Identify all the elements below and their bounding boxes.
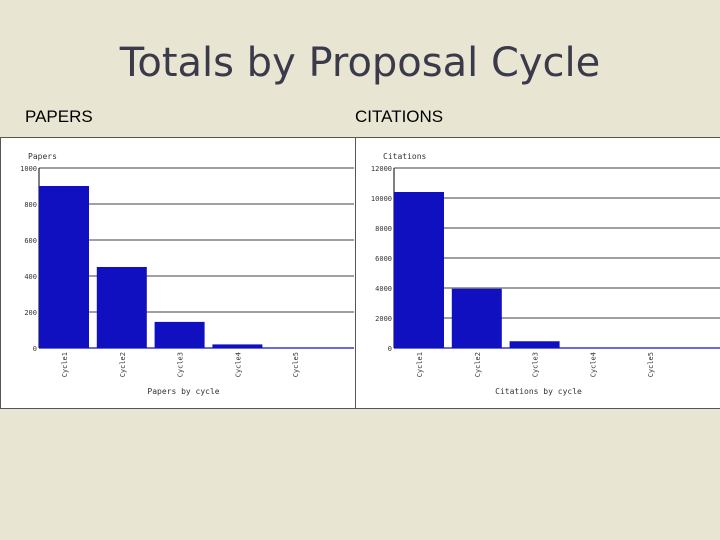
citations-x-tick-label: Cycle4 xyxy=(589,352,597,377)
citations-bar xyxy=(509,341,560,348)
citations-x-tick-label: Cycle3 xyxy=(532,352,540,377)
citations-x-tick-label: Cycle1 xyxy=(416,352,424,377)
citations-y-tick-label: 12000 xyxy=(371,165,392,173)
papers-x-tick-label: Cycle5 xyxy=(292,352,300,377)
papers-chart: Papers 0 200 400 600 800 1000 Cycle1 Cycle2 Cycle… xyxy=(20,152,354,396)
papers-section-label: PAPERS xyxy=(25,107,93,126)
citations-y-tick-label: 0 xyxy=(388,345,392,353)
citations-x-tick-label: Cycle2 xyxy=(474,352,482,377)
papers-bar xyxy=(96,267,147,348)
papers-bar xyxy=(212,344,263,348)
papers-y-tick-label: 0 xyxy=(33,345,37,353)
citations-bar xyxy=(451,288,502,348)
papers-bar xyxy=(39,186,89,348)
citations-y-tick-label: 2000 xyxy=(375,315,392,323)
papers-y-tick-label: 800 xyxy=(24,201,37,209)
papers-x-axis-label: Papers by cycle xyxy=(147,387,219,396)
citations-y-axis-label: Citations xyxy=(383,152,427,161)
slide-title: Totals by Proposal Cycle xyxy=(119,40,601,86)
papers-x-tick-label: Cycle4 xyxy=(234,352,242,377)
papers-y-tick-label: 200 xyxy=(24,309,37,317)
papers-y-tick-label: 1000 xyxy=(20,165,37,173)
citations-y-tick-label: 4000 xyxy=(375,285,392,293)
papers-y-tick-label: 400 xyxy=(24,273,37,281)
citations-x-axis-label: Citations by cycle xyxy=(495,387,582,396)
citations-chart-panel: Citations 0 2000 4000 6000 8000 10000 12000 Cycl… xyxy=(355,137,720,409)
papers-chart-panel: Papers 0 200 400 600 800 1000 Cycle1 Cycle2 Cycle… xyxy=(0,137,356,409)
citations-y-tick-label: 8000 xyxy=(375,225,392,233)
citations-x-tick-label: Cycle5 xyxy=(647,352,655,377)
citations-y-tick-label: 10000 xyxy=(371,195,392,203)
papers-x-tick-label: Cycle3 xyxy=(177,352,185,377)
papers-x-tick-label: Cycle1 xyxy=(61,352,69,377)
papers-y-axis-label: Papers xyxy=(28,152,57,161)
citations-section-label: CITATIONS xyxy=(355,107,444,126)
papers-x-tick-label: Cycle2 xyxy=(119,352,127,377)
papers-y-tick-label: 600 xyxy=(24,237,37,245)
citations-y-tick-label: 6000 xyxy=(375,255,392,263)
papers-bar xyxy=(154,321,205,348)
citations-bar xyxy=(394,192,444,348)
citations-chart: Citations 0 2000 4000 6000 8000 10000 12000 Cycl… xyxy=(371,152,720,396)
